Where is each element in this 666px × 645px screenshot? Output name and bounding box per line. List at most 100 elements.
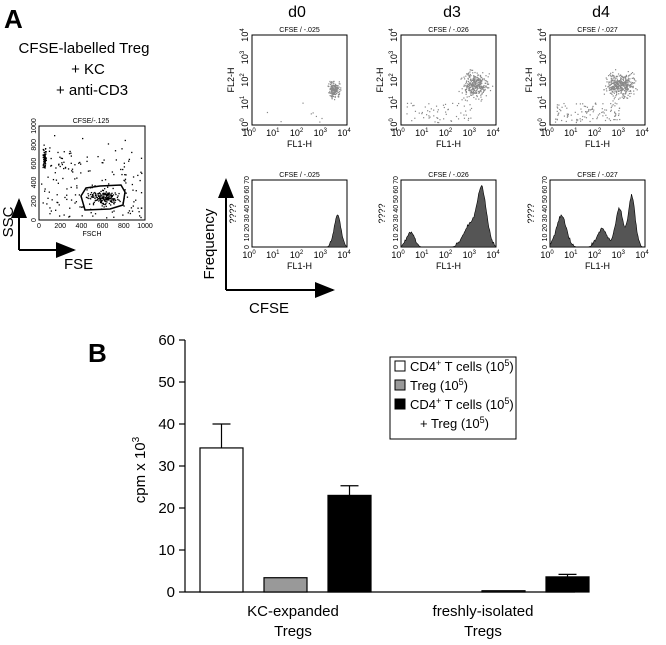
dot-plot-event bbox=[588, 108, 590, 111]
gate-event bbox=[135, 190, 137, 192]
gate-event bbox=[97, 194, 99, 196]
dot-plot-event bbox=[469, 71, 471, 73]
gate-event bbox=[86, 197, 89, 199]
dot-plot-event bbox=[628, 74, 630, 77]
dot-plot-ylabel: FL2-H bbox=[226, 67, 236, 92]
gate-event bbox=[110, 200, 112, 203]
gate-event bbox=[87, 193, 89, 195]
dot-plot-event bbox=[414, 117, 416, 119]
histogram-ylabel: ???? bbox=[526, 203, 536, 223]
dot-plot-event bbox=[339, 88, 341, 91]
dot-plot-event bbox=[624, 89, 626, 92]
dot-plot-event bbox=[463, 85, 465, 88]
dot-plot-event bbox=[557, 114, 559, 116]
gate-event bbox=[45, 159, 47, 162]
gate-event bbox=[124, 178, 127, 180]
gate-event bbox=[43, 149, 45, 152]
dot-plot-event bbox=[480, 89, 482, 91]
dot-plot-event bbox=[334, 88, 336, 90]
gate-event bbox=[137, 174, 139, 177]
dot-plot-event bbox=[472, 72, 474, 74]
dot-plot-event bbox=[302, 102, 304, 104]
dot-plot-event bbox=[613, 80, 615, 82]
dot-plot-event bbox=[460, 78, 462, 80]
dot-plot-event bbox=[470, 82, 472, 84]
gate-event bbox=[48, 150, 51, 152]
dot-plot-event bbox=[615, 112, 617, 115]
dot-plot-event bbox=[611, 86, 614, 88]
dot-plot-event bbox=[461, 88, 463, 90]
gate-event bbox=[124, 174, 126, 176]
dot-plot-event bbox=[629, 84, 631, 87]
gate-event bbox=[106, 196, 108, 198]
dot-y-tick-label: 103 bbox=[389, 50, 399, 64]
dot-plot-event bbox=[632, 86, 634, 89]
dot-plot-event bbox=[469, 89, 471, 91]
gate-x-tick-label: 600 bbox=[97, 223, 109, 230]
dot-plot-event bbox=[626, 97, 629, 99]
gate-event bbox=[100, 201, 103, 204]
hist-y-tick-label: 30 bbox=[244, 214, 251, 222]
dot-plot-event bbox=[444, 103, 447, 105]
dot-plot-event bbox=[331, 88, 333, 90]
group-label-fresh-line2: Tregs bbox=[464, 623, 502, 640]
dot-plot-event bbox=[620, 77, 622, 79]
dot-plot-event bbox=[411, 120, 413, 122]
dot-plot-event bbox=[599, 113, 601, 115]
dot-plot-d4: CFSE / -.027 100 101 102 103 104 100 101 102 103 1… bbox=[524, 27, 649, 149]
gate-event bbox=[82, 206, 84, 208]
gate-event bbox=[125, 174, 127, 176]
dot-plot-event bbox=[479, 85, 481, 87]
dot-plot-event bbox=[566, 107, 568, 109]
bar-chart-ylabel: cpm x 103 bbox=[131, 436, 149, 503]
dot-plot-event bbox=[328, 83, 330, 85]
dot-plot-event bbox=[625, 84, 627, 86]
dot-plot-event bbox=[479, 74, 482, 77]
dot-plot-event bbox=[621, 83, 623, 86]
dot-plot-event bbox=[478, 98, 480, 100]
dot-plot-event bbox=[624, 96, 626, 98]
dot-plot-event bbox=[482, 86, 485, 89]
gate-event bbox=[117, 198, 119, 201]
bar bbox=[263, 577, 308, 593]
dot-plot-event bbox=[614, 84, 616, 86]
dot-plot-event bbox=[585, 117, 588, 119]
gate-event bbox=[92, 194, 94, 197]
gate-event bbox=[94, 191, 96, 194]
dot-plot-event bbox=[616, 103, 618, 105]
gate-event bbox=[42, 148, 44, 151]
dot-plot-event bbox=[333, 90, 335, 92]
dot-plot-event bbox=[481, 92, 483, 94]
dot-plot-event bbox=[576, 118, 578, 121]
gate-event bbox=[108, 199, 110, 201]
gate-event bbox=[131, 210, 134, 212]
hist-y-tick-label: 50 bbox=[393, 195, 400, 203]
dot-plot-event bbox=[435, 105, 438, 107]
dot-plot-event bbox=[610, 88, 613, 90]
dot-plot-event bbox=[620, 84, 622, 87]
dot-plot-event bbox=[428, 115, 430, 117]
gate-event bbox=[113, 210, 115, 212]
gate-event bbox=[100, 200, 103, 203]
dot-plot-event bbox=[464, 89, 467, 91]
dot-plot-event bbox=[334, 86, 336, 89]
dot-plot-event bbox=[337, 95, 339, 97]
gate-event bbox=[101, 196, 103, 198]
dot-plot-event bbox=[481, 88, 483, 90]
dot-plot-event bbox=[334, 88, 337, 90]
gate-event bbox=[96, 198, 99, 201]
dot-plot-event bbox=[621, 87, 623, 89]
dot-plot-event bbox=[622, 85, 624, 87]
dot-plot-event bbox=[479, 78, 481, 80]
gate-event bbox=[50, 165, 52, 167]
dot-plot-event bbox=[618, 107, 621, 109]
gate-event bbox=[115, 159, 117, 161]
bar-y-tick-label: 40 bbox=[158, 416, 175, 433]
day-label-d4: d4 bbox=[592, 4, 610, 21]
dot-plot-event bbox=[433, 109, 435, 111]
dot-plot-event bbox=[625, 87, 627, 89]
gate-event bbox=[125, 182, 127, 184]
dot-plot-event bbox=[476, 76, 479, 78]
dot-plot-event bbox=[622, 83, 624, 85]
dot-plot-event bbox=[561, 119, 563, 122]
